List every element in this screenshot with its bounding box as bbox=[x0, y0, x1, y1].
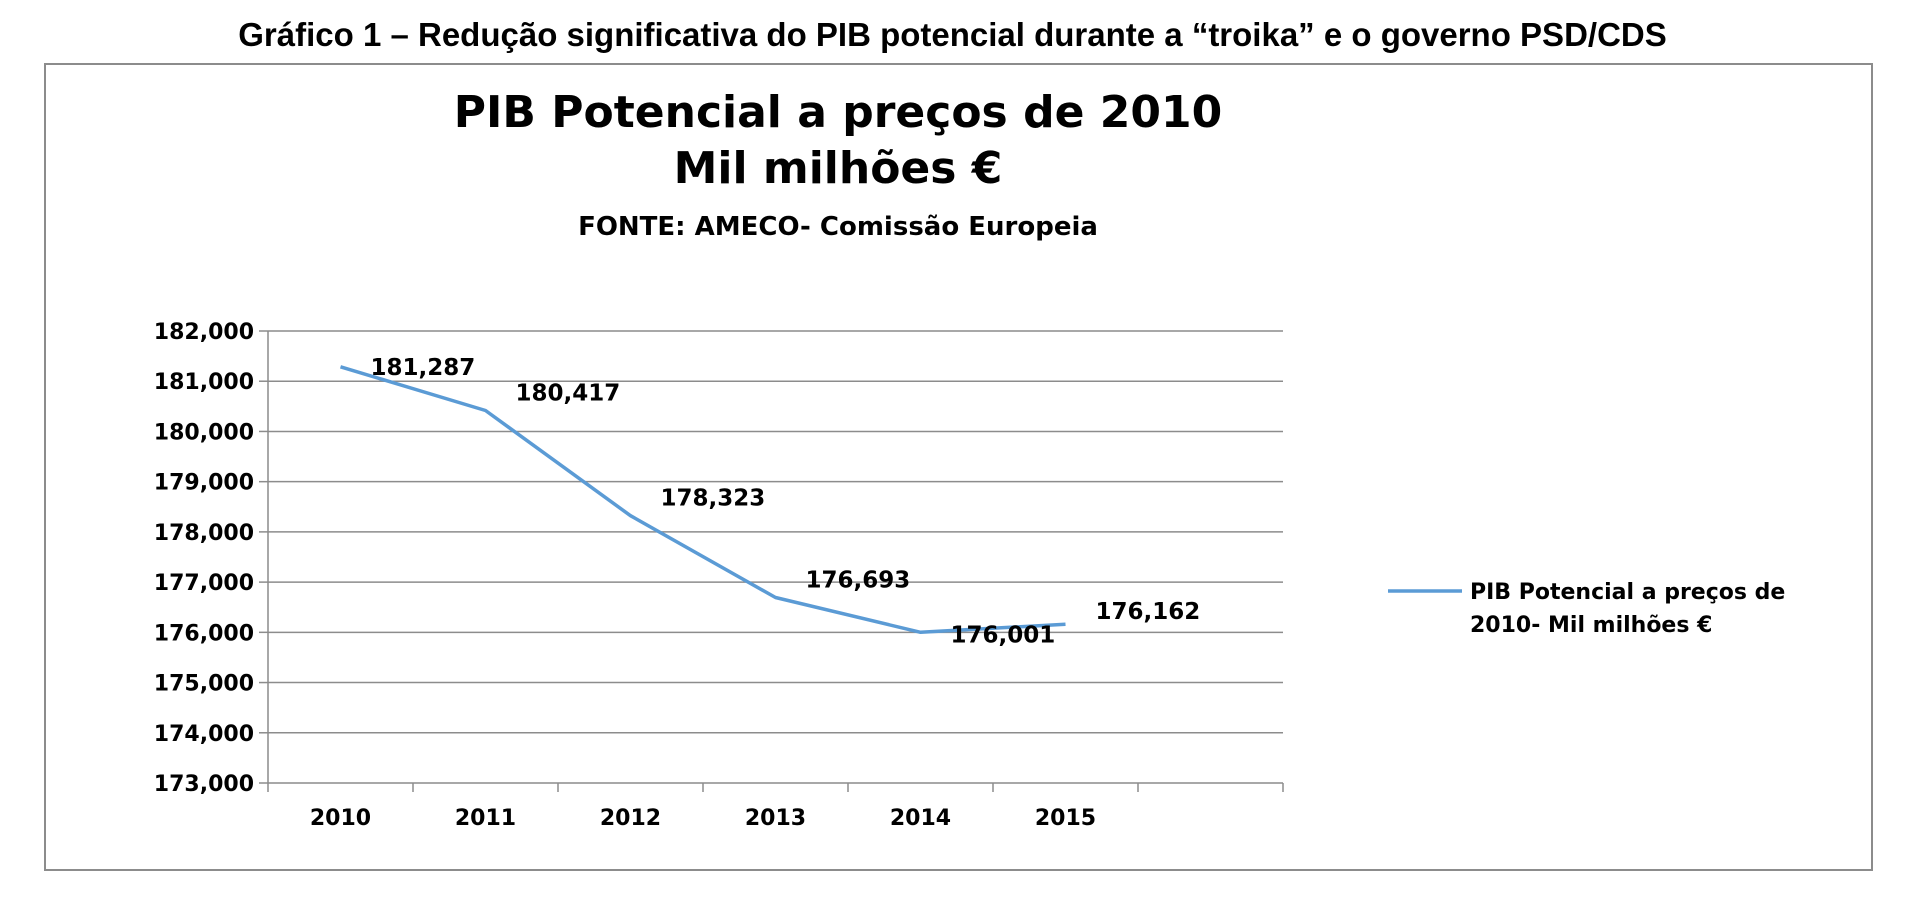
y-tick-label: 173,000 bbox=[154, 772, 254, 797]
data-label: 180,417 bbox=[516, 381, 621, 407]
y-tick-label: 181,000 bbox=[154, 370, 254, 395]
line-chart: PIB Potencial a preços de 2010 Mil milhõ… bbox=[154, 87, 1786, 831]
data-label: 176,162 bbox=[1096, 599, 1201, 625]
data-label: 178,323 bbox=[661, 486, 766, 512]
y-tick-label: 182,000 bbox=[154, 320, 254, 345]
legend-label: 2010- Mil milhões € bbox=[1470, 613, 1712, 638]
y-axis-ticks: 182,000 181,000 180,000 179,000 178,000 177,0… bbox=[154, 320, 268, 797]
x-tick-label: 2014 bbox=[890, 806, 951, 831]
data-label: 176,001 bbox=[951, 622, 1056, 648]
series-group bbox=[339, 365, 1066, 635]
y-tick-label: 180,000 bbox=[154, 420, 254, 445]
x-tick-label: 2010 bbox=[310, 806, 371, 831]
y-tick-label: 179,000 bbox=[154, 471, 254, 496]
data-label: 176,693 bbox=[806, 568, 911, 594]
y-tick-label: 174,000 bbox=[154, 722, 254, 747]
data-label: 181,287 bbox=[371, 355, 476, 381]
x-tick-label: 2011 bbox=[455, 806, 516, 831]
chart-source: FONTE: AMECO- Comissão Europeia bbox=[578, 212, 1098, 242]
x-tick-label: 2015 bbox=[1035, 806, 1096, 831]
x-tick-label: 2013 bbox=[745, 806, 806, 831]
y-tick-label: 177,000 bbox=[154, 571, 254, 596]
x-tick-label: 2012 bbox=[600, 806, 661, 831]
axes bbox=[267, 331, 1283, 784]
data-labels: 181,287 180,417 178,323 176,693 176,001 176,1… bbox=[371, 355, 1201, 648]
gridlines bbox=[268, 330, 1283, 734]
chart-title-line-1: PIB Potencial a preços de 2010 bbox=[454, 87, 1222, 138]
y-tick-label: 176,000 bbox=[154, 621, 254, 646]
legend: PIB Potencial a preços de 2010- Mil milhõ… bbox=[1388, 580, 1785, 638]
y-tick-label: 178,000 bbox=[154, 521, 254, 546]
y-tick-label: 175,000 bbox=[154, 672, 254, 697]
legend-label: PIB Potencial a preços de bbox=[1470, 580, 1785, 605]
chart-frame: PIB Potencial a preços de 2010 Mil milhõ… bbox=[44, 63, 1873, 871]
figure-caption: Gráfico 1 – Redução significativa do PIB… bbox=[238, 16, 1667, 53]
x-axis-ticks: 2010 2011 2012 2013 2014 2015 bbox=[267, 783, 1284, 831]
series-line bbox=[339, 365, 1066, 635]
chart-title-line-2: Mil milhões € bbox=[674, 143, 1003, 194]
